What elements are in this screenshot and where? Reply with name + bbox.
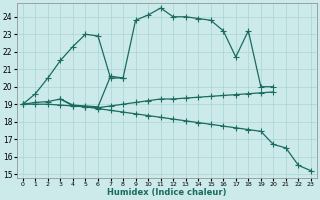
X-axis label: Humidex (Indice chaleur): Humidex (Indice chaleur) [107, 188, 227, 197]
